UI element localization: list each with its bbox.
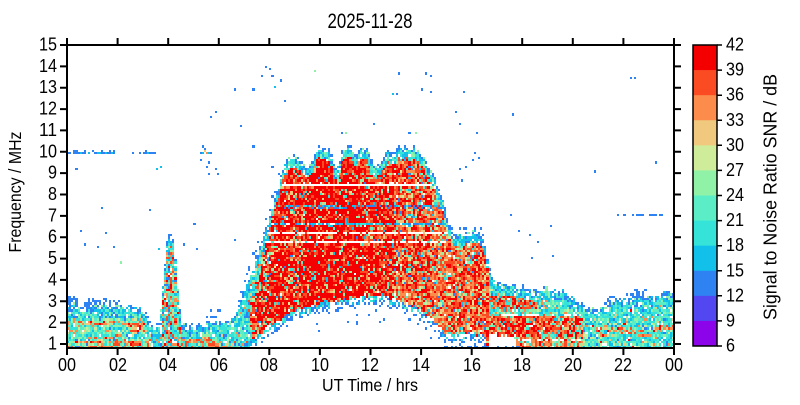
svg-text:6: 6 [726, 336, 735, 356]
svg-text:15: 15 [39, 35, 57, 55]
svg-text:42: 42 [726, 35, 744, 55]
svg-text:10: 10 [39, 141, 57, 161]
svg-text:18: 18 [726, 235, 744, 255]
svg-text:02: 02 [109, 355, 127, 375]
svg-text:Frequency / MHz: Frequency / MHz [5, 132, 25, 253]
svg-text:9: 9 [726, 310, 735, 330]
svg-text:UT Time / hrs: UT Time / hrs [322, 375, 418, 395]
svg-text:00: 00 [665, 355, 683, 375]
svg-text:13: 13 [39, 77, 57, 97]
svg-text:10: 10 [311, 355, 329, 375]
svg-text:27: 27 [726, 160, 744, 180]
svg-text:14: 14 [412, 355, 430, 375]
svg-text:16: 16 [463, 355, 481, 375]
svg-text:08: 08 [260, 355, 278, 375]
svg-text:36: 36 [726, 85, 744, 105]
svg-text:8: 8 [48, 184, 57, 204]
svg-text:1: 1 [48, 334, 57, 354]
svg-text:39: 39 [726, 60, 744, 80]
svg-text:3: 3 [48, 291, 57, 311]
svg-text:20: 20 [564, 355, 582, 375]
svg-text:14: 14 [39, 56, 57, 76]
svg-text:5: 5 [48, 248, 57, 268]
svg-text:21: 21 [726, 210, 744, 230]
svg-text:12: 12 [39, 99, 57, 119]
svg-text:2: 2 [48, 312, 57, 332]
svg-text:12: 12 [726, 285, 744, 305]
svg-text:04: 04 [159, 355, 177, 375]
svg-text:22: 22 [614, 355, 632, 375]
svg-text:00: 00 [58, 355, 76, 375]
svg-text:Signal to Noise Ratio SNR / dB: Signal to Noise Ratio SNR / dB [761, 74, 781, 320]
svg-text:9: 9 [48, 163, 57, 183]
svg-text:11: 11 [39, 120, 57, 140]
svg-text:06: 06 [210, 355, 228, 375]
svg-text:18: 18 [513, 355, 531, 375]
svg-text:6: 6 [48, 227, 57, 247]
svg-text:24: 24 [726, 185, 744, 205]
svg-text:15: 15 [726, 260, 744, 280]
svg-text:4: 4 [48, 269, 57, 289]
svg-text:30: 30 [726, 135, 744, 155]
svg-text:12: 12 [361, 355, 379, 375]
svg-text:2025-11-28: 2025-11-28 [328, 10, 413, 33]
svg-text:7: 7 [48, 205, 57, 225]
svg-text:33: 33 [726, 110, 744, 130]
